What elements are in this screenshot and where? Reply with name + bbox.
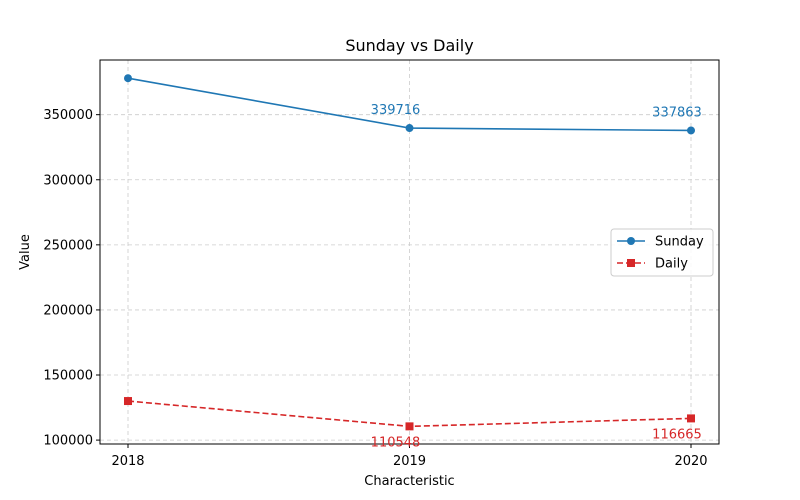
data-point-sunday: [405, 124, 414, 133]
legend-label-daily: Daily: [655, 257, 688, 272]
series-sunday: 339716 337863: [124, 74, 702, 135]
legend-item-daily: Daily: [617, 257, 688, 272]
y-tick-label: 250000: [43, 238, 93, 253]
legend-marker-sunday: [627, 237, 635, 245]
data-label-sunday: 337863: [652, 105, 702, 120]
chart-title: Sunday vs Daily: [345, 36, 473, 55]
x-axis: 2018 2019 2020: [111, 444, 708, 469]
y-tick-label: 300000: [43, 173, 93, 188]
legend: Sunday Daily: [610, 228, 714, 277]
data-point-daily: [405, 422, 414, 431]
legend-marker-daily: [627, 259, 635, 267]
x-axis-title: Characteristic: [364, 474, 454, 489]
x-tick-label: 2020: [674, 454, 707, 469]
legend-label-sunday: Sunday: [655, 235, 704, 250]
y-tick-label: 200000: [43, 303, 93, 318]
y-axis-title: Value: [18, 234, 33, 270]
x-tick-label: 2018: [111, 454, 144, 469]
data-point-sunday: [687, 126, 695, 135]
y-tick-label: 100000: [43, 434, 93, 449]
y-tick-label: 350000: [43, 108, 93, 123]
y-axis: 100000 150000 200000 250000 300000 350000: [43, 108, 100, 449]
data-label-daily: 110548: [371, 435, 421, 450]
data-label-sunday: 339716: [371, 103, 421, 118]
data-point-daily: [687, 414, 695, 423]
legend-item-sunday: Sunday: [617, 235, 704, 250]
series-layer: 339716 337863 110548 116665: [124, 74, 702, 450]
y-tick-label: 150000: [43, 369, 93, 384]
series-daily: 110548 116665: [124, 397, 702, 450]
data-point-sunday: [124, 74, 132, 83]
data-point-daily: [124, 397, 132, 406]
data-label-daily: 116665: [652, 427, 702, 442]
x-tick-label: 2019: [393, 454, 426, 469]
